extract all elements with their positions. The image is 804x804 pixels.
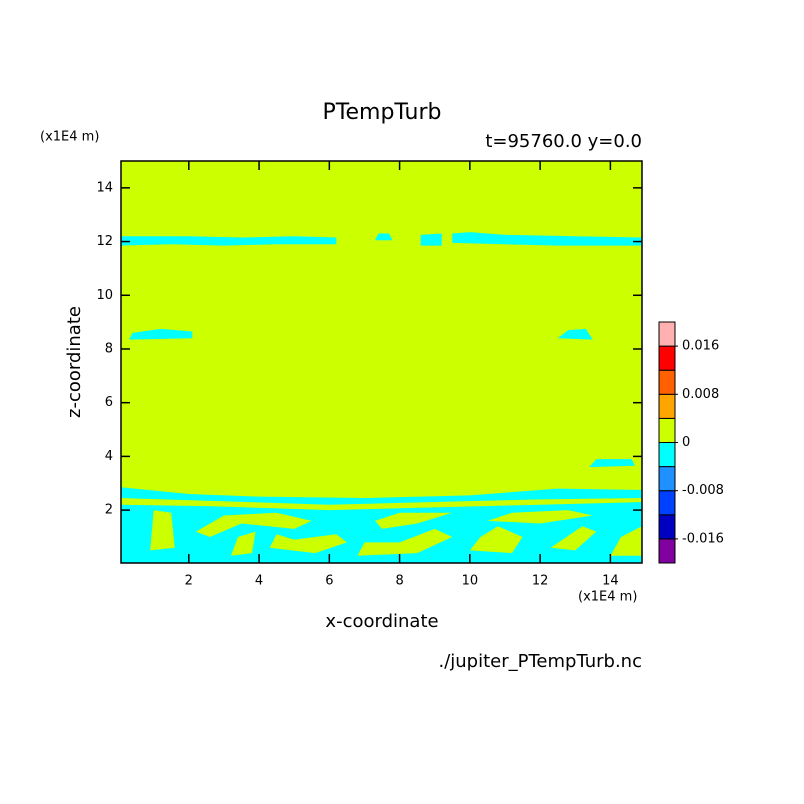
y-tick-label: 6 [105,395,113,410]
contour-region [195,512,312,537]
x-tick-label: 12 [532,574,549,589]
colorbar-label: -0.016 [682,531,724,546]
y-tick-label: 4 [105,449,113,464]
plot-frame [120,160,643,564]
x-tick-label: 4 [255,574,263,589]
colorbar-swatch [658,393,676,419]
x-tick-label: 2 [185,574,193,589]
contour-region [420,233,442,246]
footer: ./jupiter_PTempTurb.nc [438,651,642,672]
colorbar-swatch [658,514,676,540]
y-tick-label: 10 [96,288,113,303]
x-tick-label: 8 [395,574,403,589]
y-tick-label: 2 [105,503,113,518]
contour-region [121,236,337,246]
colorbar-label: 0.016 [682,339,719,354]
contour-region [610,526,642,556]
contour-region [452,232,642,246]
contour-region [129,328,193,340]
chart-title: PTempTurb [323,100,442,125]
colorbar-swatch [658,321,676,347]
colorbar-swatch [658,442,676,468]
contour-region [589,459,635,468]
contour-region [487,510,593,524]
colorbar-swatch [658,369,676,395]
colorbar-label: 0 [682,435,690,450]
contour-region [230,531,256,556]
x-tick-label: 6 [325,574,333,589]
contour-region [375,512,453,529]
colorbar-swatch [658,345,676,371]
x-tick-label: 10 [462,574,479,589]
y-axis-label: z-coordinate [64,306,85,418]
colorbar-swatch [658,466,676,492]
contour-region [557,328,593,340]
colorbar-swatch [658,417,676,443]
contour-region [150,510,175,551]
colorbar-swatch [658,538,676,564]
contour-region [357,528,453,556]
y-tick-label: 14 [96,180,113,195]
colorbar-label: 0.008 [682,387,719,402]
x-units: (x1E4 m) [578,590,637,605]
y-units: (x1E4 m) [40,130,99,145]
colorbar-label: -0.008 [682,483,724,498]
contour-region [550,526,597,551]
x-axis-label: x-coordinate [325,611,438,632]
contour-region [469,526,523,554]
y-tick-label: 8 [105,341,113,356]
y-tick-label: 12 [96,234,113,249]
colorbar-swatch [658,490,676,516]
contour-region [375,233,393,241]
chart-subtitle: t=95760.0 y=0.0 [485,131,642,152]
contour-region [121,498,642,511]
contour-region [269,534,347,554]
x-tick-label: 14 [602,574,619,589]
